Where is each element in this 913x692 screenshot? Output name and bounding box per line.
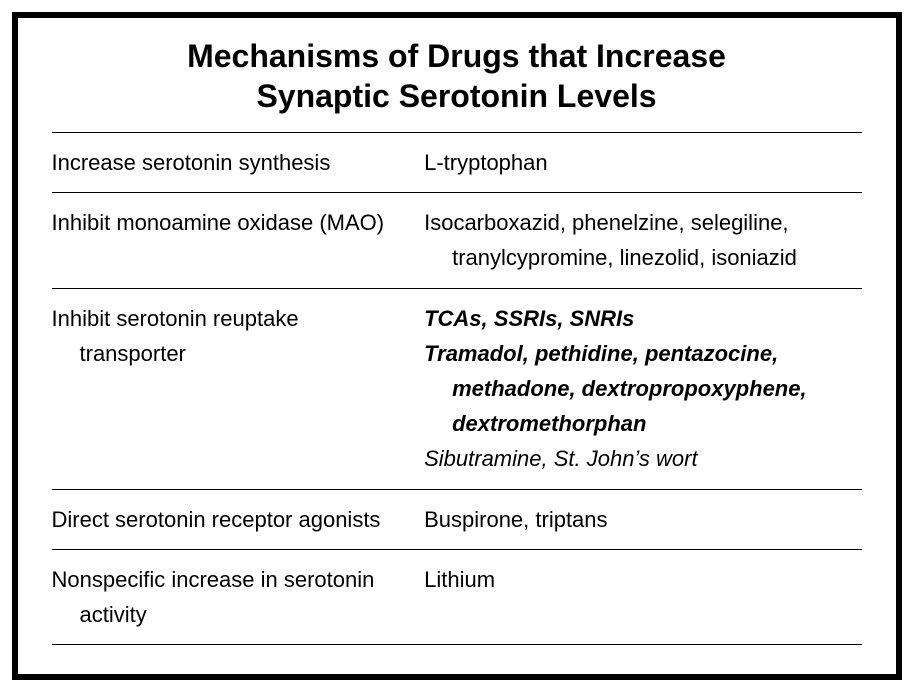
drugs-cell: Isocarboxazid, phenelzine, selegiline,tr… [424, 193, 861, 288]
mechanism-cell: Increase serotonin synthesis [52, 133, 425, 193]
table-row: Nonspecific increase in serotonin activit… [52, 549, 862, 644]
mechanism-cell: Direct serotonin receptor agonists [52, 489, 425, 549]
drug-text: Buspirone, triptans [424, 502, 855, 537]
table-title: Mechanisms of Drugs that Increase Synapt… [52, 36, 862, 116]
drug-text: Sibutramine, St. John’s wort [424, 441, 855, 476]
table-body: Increase serotonin synthesis L-tryptophan… [52, 133, 862, 645]
table-frame: Mechanisms of Drugs that Increase Synapt… [12, 12, 902, 680]
drug-text: TCAs, SSRIs, SNRIs [424, 301, 855, 336]
mechanism-text-cont: activity [52, 597, 419, 632]
drug-text: Tramadol, pethidine, pentazocine, [424, 336, 855, 371]
drug-text: Lithium [424, 562, 855, 597]
mechanism-text: Inhibit monoamine oxidase (MAO) [52, 210, 385, 235]
drugs-cell: L-tryptophan [424, 133, 861, 193]
mechanism-text: Direct serotonin receptor agonists [52, 507, 381, 532]
table-row: Inhibit serotonin reuptake transporterTCA… [52, 288, 862, 489]
title-line-1: Mechanisms of Drugs that Increase [187, 38, 726, 74]
mechanism-cell: Inhibit serotonin reuptake transporter [52, 288, 425, 489]
drugs-cell: Buspirone, triptans [424, 489, 861, 549]
mechanism-text: Increase serotonin synthesis [52, 150, 331, 175]
mechanism-text-cont: transporter [52, 336, 419, 371]
mechanisms-table: Increase serotonin synthesis L-tryptophan… [52, 132, 862, 645]
mechanism-text: Inhibit serotonin reuptake [52, 306, 299, 331]
drug-text: L-tryptophan [424, 145, 855, 180]
title-line-2: Synaptic Serotonin Levels [256, 78, 656, 114]
drug-text: dextromethorphan [424, 406, 855, 441]
drug-text: methadone, dextropropoxyphene, [424, 371, 855, 406]
table-row: Increase serotonin synthesis L-tryptophan [52, 133, 862, 193]
drugs-cell: Lithium [424, 549, 861, 644]
table-row: Inhibit monoamine oxidase (MAO) Isocarbox… [52, 193, 862, 288]
mechanism-cell: Inhibit monoamine oxidase (MAO) [52, 193, 425, 288]
drug-text: Isocarboxazid, phenelzine, selegiline, [424, 205, 855, 240]
table-row: Direct serotonin receptor agonists Buspir… [52, 489, 862, 549]
mechanism-text: Nonspecific increase in serotonin [52, 567, 375, 592]
drug-text: tranylcypromine, linezolid, isoniazid [424, 240, 855, 275]
drugs-cell: TCAs, SSRIs, SNRIsTramadol, pethidine, p… [424, 288, 861, 489]
mechanism-cell: Nonspecific increase in serotonin activit… [52, 549, 425, 644]
